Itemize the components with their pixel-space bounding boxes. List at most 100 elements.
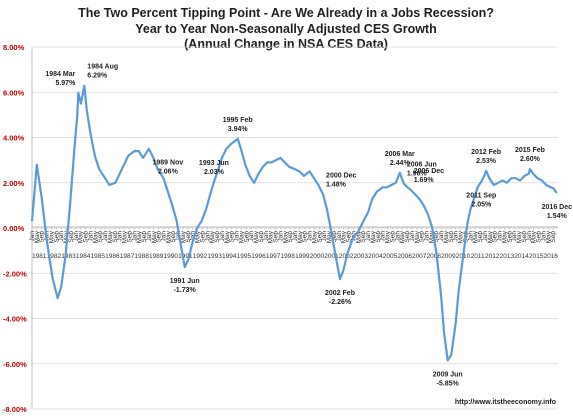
annotation-label: 1.48%	[326, 182, 347, 189]
y-tick-label: 0.00%	[3, 224, 25, 233]
x-month-label: Sep	[83, 231, 90, 243]
annotation-label: 2.03%	[204, 169, 225, 176]
x-month-label: May	[414, 230, 421, 243]
x-year-label: 1984	[76, 253, 91, 260]
x-month-label: Sep	[112, 231, 119, 243]
x-month-label: Sep	[126, 231, 133, 243]
x-month-label: Sep	[39, 231, 46, 243]
x-month-label: May	[151, 230, 158, 243]
x-month-label: May	[443, 230, 450, 243]
x-month-label: Sep	[404, 231, 411, 243]
x-month-label: May	[165, 230, 172, 243]
x-year-label: 2014	[514, 253, 529, 260]
x-month-label: Sep	[375, 231, 382, 243]
x-year-label: 1986	[105, 253, 120, 260]
x-month-label: Jan	[482, 231, 489, 242]
x-year-label: 1989	[149, 253, 164, 260]
annotation-label: 2006 Jun	[407, 162, 437, 169]
annotation-label: 1991 Jun	[170, 278, 200, 285]
x-month-label: May	[268, 230, 275, 243]
x-year-label: 2011	[471, 253, 485, 260]
x-month-label: May	[326, 230, 333, 243]
x-year-label: 1994	[222, 253, 237, 260]
annotation-label: 2012 Feb	[471, 149, 501, 156]
annotation-label: 1993 Jun	[199, 160, 229, 167]
annotation-label: 6.29%	[87, 73, 108, 80]
x-year-label: 2015	[529, 253, 544, 260]
y-tick-label: 8.00%	[3, 43, 25, 52]
x-month-label: May	[195, 230, 202, 243]
annotation-label: -2.26%	[329, 299, 352, 306]
x-month-label: Jan	[365, 231, 372, 242]
annotation-label: 2002 Feb	[325, 290, 355, 297]
x-month-label: May	[385, 230, 392, 243]
x-year-label: 2016	[543, 253, 558, 260]
annotation-label: 1995 Feb	[223, 117, 253, 124]
x-month-label: Sep	[433, 231, 440, 243]
x-year-label: 1992	[193, 253, 208, 260]
x-month-label: May	[341, 230, 348, 243]
x-month-label: Jan	[219, 231, 226, 242]
x-month-label: Sep	[170, 231, 177, 243]
x-month-label: Jan	[526, 231, 533, 242]
x-month-label: May	[311, 230, 318, 243]
x-month-label: Jan	[394, 231, 401, 242]
x-year-label: 1998	[280, 253, 295, 260]
x-month-label: Jan	[380, 231, 387, 242]
x-month-label: Sep	[68, 231, 75, 243]
x-year-label: 1990	[164, 253, 179, 260]
x-year-label: 2008	[427, 253, 442, 260]
x-month-label: Jan	[234, 231, 241, 242]
annotation-label: 2006 Mar	[385, 151, 415, 158]
x-year-label: 1985	[91, 253, 106, 260]
annotation-label: 2.44%	[390, 160, 411, 167]
x-month-label: Jan	[263, 231, 270, 242]
x-year-label: 1982	[47, 253, 62, 260]
x-year-label: 2006	[397, 253, 412, 260]
x-month-label: May	[78, 230, 85, 243]
annotation-label: 2009 Jun	[433, 371, 463, 378]
x-year-label: 1983	[61, 253, 76, 260]
x-month-label: Jan	[467, 231, 474, 242]
x-month-label: Sep	[229, 231, 236, 243]
x-month-label: Sep	[360, 231, 367, 243]
x-month-label: May	[209, 230, 216, 243]
annotation-label: 1.69%	[414, 177, 435, 184]
x-month-label: May	[501, 230, 508, 243]
annotation-label: 2006 Dec	[414, 168, 444, 175]
x-year-label: 2001	[324, 253, 339, 260]
x-month-label: Jan	[161, 231, 168, 242]
x-month-label: Jan	[409, 231, 416, 242]
x-month-label: Jan	[511, 231, 518, 242]
x-month-label: Jan	[131, 231, 138, 242]
x-month-label: May	[472, 230, 479, 243]
x-month-label: May	[297, 230, 304, 243]
x-month-label: May	[399, 230, 406, 243]
x-year-label: 1996	[251, 253, 266, 260]
x-month-label: May	[487, 230, 494, 243]
x-month-label: May	[531, 230, 538, 243]
x-month-label: Jan	[292, 231, 299, 242]
x-month-label: Sep	[492, 231, 499, 243]
x-year-label: 1987	[120, 253, 135, 260]
x-month-label: Jan	[453, 231, 460, 242]
x-month-label: May	[458, 230, 465, 243]
x-month-label: Sep	[156, 231, 163, 243]
x-month-label: Sep	[506, 231, 513, 243]
x-month-label: May	[224, 230, 231, 243]
x-month-label: May	[370, 230, 377, 243]
x-month-label: Sep	[419, 231, 426, 243]
annotation-label: 1984 Mar	[45, 71, 75, 78]
x-month-label: Sep	[243, 231, 250, 243]
annotations: 1984 Mar 5.97% 1984 Aug 6.29% 1989 Nov 2.06% 1…	[45, 64, 572, 388]
y-tick-label: -4.00%	[3, 315, 27, 324]
x-month-label: Sep	[185, 231, 192, 243]
x-month-label: Jan	[321, 231, 328, 242]
annotation-label: 2011 Sep	[466, 193, 496, 200]
annotation-label: 2.06%	[158, 168, 179, 175]
annotation-label: 5.97%	[55, 80, 76, 87]
x-month-label: Jan	[58, 231, 65, 242]
x-month-label: Sep	[199, 231, 206, 243]
x-month-label: Jan	[73, 231, 80, 242]
annotation-label: 2.60%	[520, 156, 541, 163]
